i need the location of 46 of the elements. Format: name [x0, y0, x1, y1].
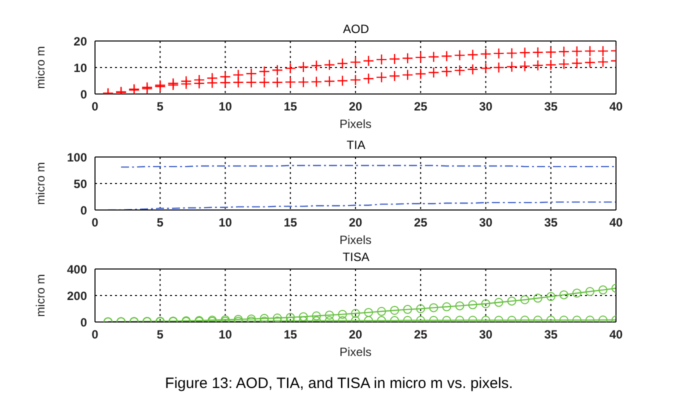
chart-title: AOD — [342, 22, 370, 36]
x-axis-title: Pixels — [339, 233, 372, 247]
x-tick-label: 35 — [544, 328, 558, 342]
x-axis-title: Pixels — [339, 117, 372, 131]
y-tick-label: 400 — [66, 262, 88, 276]
y-axis-title: micro m — [33, 274, 48, 317]
x-tick-label: 0 — [92, 216, 99, 230]
x-tick-label: 20 — [348, 328, 362, 342]
x-tick-label: 30 — [479, 328, 493, 342]
x-tick-label: 20 — [348, 100, 362, 114]
x-tick-label: 30 — [479, 216, 493, 230]
x-axis-title: Pixels — [339, 345, 372, 359]
y-tick-label: 0 — [80, 315, 88, 330]
y-tick-label: 20 — [74, 34, 88, 48]
x-tick-label: 15 — [284, 216, 298, 230]
x-tick-label: 10 — [218, 100, 232, 114]
x-tick-label: 5 — [156, 100, 164, 114]
x-tick-label: 25 — [414, 328, 428, 342]
x-tick-label: 25 — [414, 216, 428, 230]
x-tick-label: 5 — [156, 328, 164, 342]
x-tick-label: 15 — [284, 100, 298, 114]
x-tick-label: 25 — [414, 100, 428, 114]
x-tick-label: 35 — [544, 100, 558, 114]
x-tick-label: 0 — [92, 328, 99, 342]
x-tick-label: 10 — [218, 328, 232, 342]
y-tick-label: 10 — [74, 60, 88, 75]
y-axis-title: micro m — [33, 162, 48, 205]
y-tick-label: 200 — [66, 288, 88, 303]
x-tick-label: 30 — [479, 100, 493, 114]
y-tick-label: 0 — [80, 87, 88, 102]
y-tick-label: 100 — [66, 150, 88, 164]
x-tick-label: 40 — [609, 100, 623, 114]
x-tick-label: 35 — [544, 216, 558, 230]
x-tick-label: 40 — [609, 216, 623, 230]
y-tick-label: 50 — [74, 176, 88, 191]
y-axis-title: micro m — [33, 46, 48, 89]
y-tick-label: 0 — [80, 203, 88, 218]
caption: Figure 13: AOD, TIA, and TISA in micro m vs. pixels. — [164, 375, 514, 392]
chart-title: TISA — [342, 250, 370, 264]
chart-title: TIA — [346, 138, 366, 152]
x-tick-label: 20 — [348, 216, 362, 230]
x-tick-label: 0 — [92, 100, 99, 114]
x-tick-label: 15 — [284, 328, 298, 342]
x-tick-label: 10 — [218, 216, 232, 230]
x-tick-label: 5 — [156, 216, 164, 230]
x-tick-label: 40 — [609, 328, 623, 342]
